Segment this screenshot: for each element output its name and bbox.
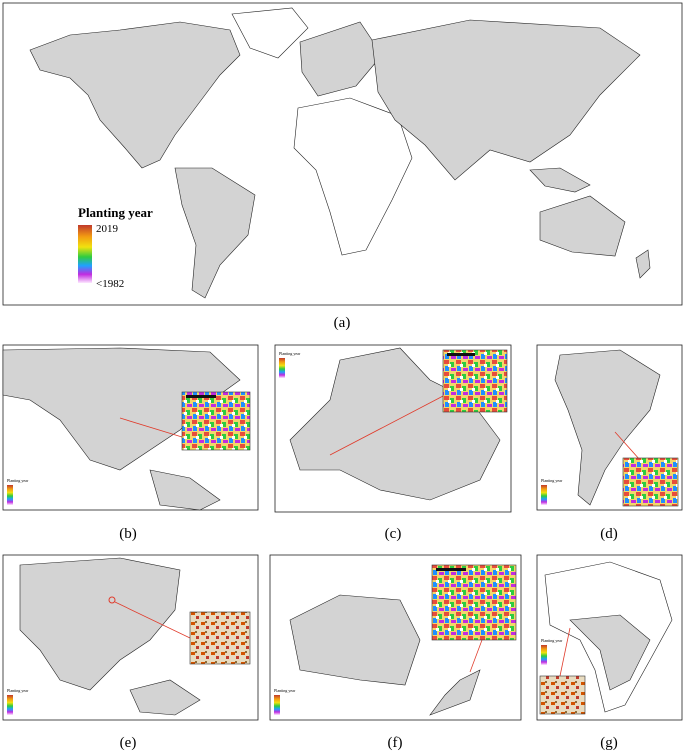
map-shape [174,167,256,299]
panel-label: (a) [334,315,351,331]
map-shape [293,97,413,256]
panel-label: (e) [120,735,137,751]
panel-b: Planting year [2,344,259,511]
map-shape [289,347,501,501]
leader-line [559,627,571,677]
map-shape [429,669,481,716]
panel-label: (b) [119,526,137,542]
map-box [186,395,216,398]
map-box [539,675,586,715]
map-shape [529,167,591,193]
legend-title: Planting year [7,688,29,693]
map-shape [108,596,116,604]
map-box [431,564,517,641]
map-shape [29,21,241,169]
map-shape [635,249,651,279]
map-shape [569,614,651,691]
leader-line [469,639,483,673]
map-box [622,457,679,507]
map-shape [129,679,201,716]
panel-e: Planting year [2,554,259,721]
map-box [7,695,13,715]
panel-label: (f) [388,735,403,751]
color-bar [78,225,92,283]
legend-min: <1982 [96,278,124,290]
panel-label: (d) [600,526,618,542]
leader-line [329,394,446,456]
map-box [541,485,547,505]
map-box [274,695,280,715]
map-shape [149,469,221,511]
panel-label: (g) [600,735,618,751]
legend-title: Planting year [279,351,301,356]
legend: Planting year 2019 <1982 [78,205,153,290]
legend-title: Planting year [7,478,29,483]
map-shape [19,557,181,691]
map-shape [2,347,241,471]
panel-f: Planting year [269,554,522,721]
map-shape [299,21,383,97]
map-shape [371,19,641,181]
map-box [181,391,251,451]
map-box [541,645,547,665]
panel-c: Planting year [274,344,512,513]
world-map [2,2,683,306]
map-box [189,611,251,665]
leader-line [114,601,191,639]
map-box [279,358,285,378]
legend-title: Planting year [78,205,153,220]
map-shape [289,594,421,686]
map-box [442,349,508,413]
map-box [7,485,13,505]
legend-title: Planting year [274,688,296,693]
map-box [447,353,475,356]
legend-title: Planting year [541,478,563,483]
leader-line [119,417,183,438]
map-shape [554,349,661,506]
legend-max: 2019 [96,223,119,235]
leader-line [614,431,641,461]
map-shape [539,195,626,257]
map-box [436,568,466,571]
map-shape [231,7,309,59]
panel-d: Planting year [536,344,683,511]
panel-label: (c) [385,526,402,542]
panel-g: Planting year [536,554,683,721]
legend-title: Planting year [541,638,563,643]
